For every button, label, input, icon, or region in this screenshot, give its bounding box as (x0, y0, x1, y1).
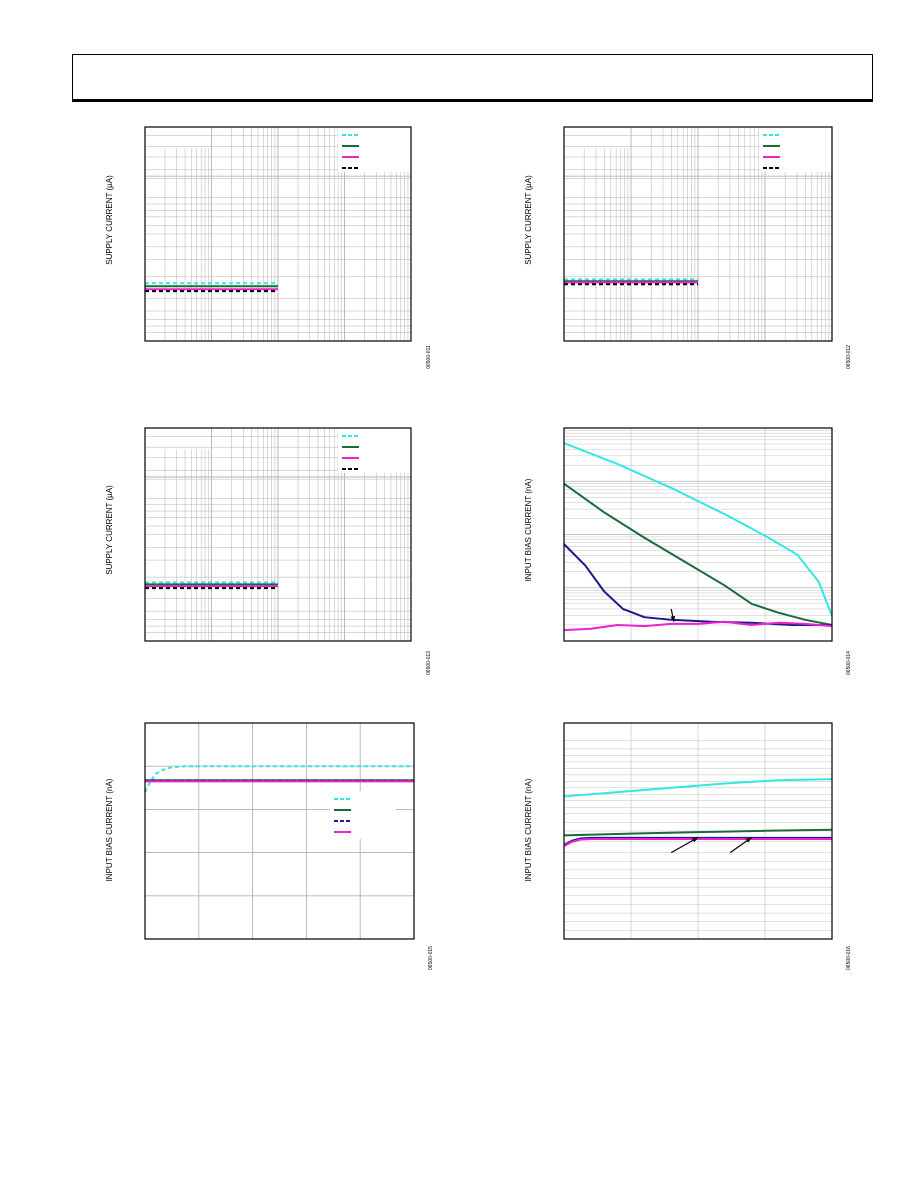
figure-id: 06500-012 (846, 345, 852, 369)
y-axis-label: SUPPLY CURRENT (µA) (105, 175, 114, 265)
figure-id: 06500-015 (428, 946, 434, 970)
series-magenta-line (563, 620, 833, 632)
plot-frame (563, 427, 833, 642)
series-green-line (563, 482, 833, 626)
y-axis-label: INPUT BIAS CURRENT (nA) (105, 778, 114, 882)
chart-1 (144, 126, 412, 342)
series-cyan-line (563, 442, 833, 616)
legend-box (759, 127, 832, 172)
series-magenta-line (563, 837, 832, 848)
series-cyan-line (144, 765, 414, 793)
header-box (72, 54, 873, 102)
legend-box (338, 127, 411, 172)
chart-4 (563, 427, 833, 642)
figure-id: 06500-014 (846, 651, 852, 675)
series-cyan-line (563, 778, 833, 798)
plot-frame (563, 722, 833, 940)
legend-box (338, 428, 411, 473)
grid (564, 723, 832, 939)
chart-5 (144, 722, 415, 940)
grid (564, 428, 832, 642)
plot-frame (144, 427, 412, 642)
y-axis-label: SUPPLY CURRENT (µA) (524, 175, 533, 265)
y-axis-label: INPUT BIAS CURRENT (nA) (524, 478, 533, 582)
annotation-arrowhead (692, 837, 698, 843)
figure-id: 06500-011 (426, 345, 432, 369)
plot-frame (144, 126, 412, 342)
chart-2 (563, 126, 833, 342)
annotation-arrowhead (745, 837, 752, 843)
y-axis-label: SUPPLY CURRENT (µA) (105, 485, 114, 575)
grid (144, 428, 411, 641)
grid (145, 723, 414, 939)
figure-id: 06500-016 (846, 946, 852, 970)
chart-6 (563, 722, 833, 940)
plot-frame (144, 722, 415, 940)
y-axis-label: INPUT BIAS CURRENT (nA) (524, 778, 533, 882)
chart-3 (144, 427, 412, 642)
figure-id: 06500-013 (426, 651, 432, 675)
annotation-arrowhead (670, 615, 676, 622)
series-green-line (563, 828, 833, 837)
grid (563, 127, 832, 341)
plot-frame (563, 126, 833, 342)
